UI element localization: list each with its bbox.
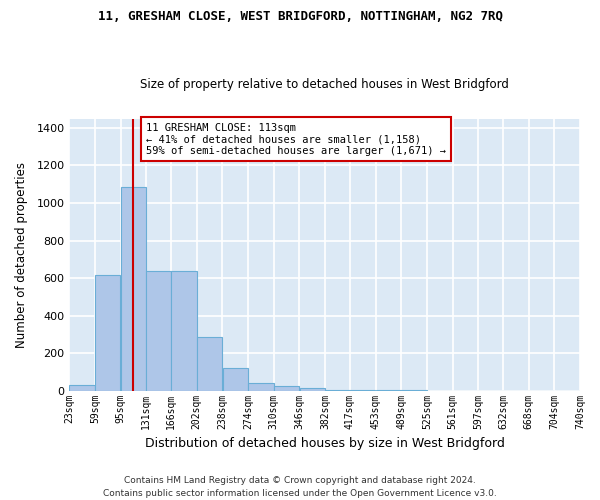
Bar <box>70 385 95 390</box>
Y-axis label: Number of detached properties: Number of detached properties <box>15 162 28 348</box>
Bar <box>223 368 248 390</box>
Bar <box>197 337 222 390</box>
Bar <box>172 272 197 390</box>
Text: 11, GRESHAM CLOSE, WEST BRIDGFORD, NOTTINGHAM, NG2 7RQ: 11, GRESHAM CLOSE, WEST BRIDGFORD, NOTTI… <box>97 10 503 23</box>
Bar <box>95 275 121 390</box>
Bar <box>121 187 146 390</box>
Title: Size of property relative to detached houses in West Bridgford: Size of property relative to detached ho… <box>140 78 509 91</box>
Text: 11 GRESHAM CLOSE: 113sqm
← 41% of detached houses are smaller (1,158)
59% of sem: 11 GRESHAM CLOSE: 113sqm ← 41% of detach… <box>146 122 446 156</box>
Text: Contains HM Land Registry data © Crown copyright and database right 2024.
Contai: Contains HM Land Registry data © Crown c… <box>103 476 497 498</box>
Bar <box>248 383 274 390</box>
Bar <box>299 388 325 390</box>
Bar <box>274 386 299 390</box>
Bar <box>146 272 171 390</box>
X-axis label: Distribution of detached houses by size in West Bridgford: Distribution of detached houses by size … <box>145 437 505 450</box>
